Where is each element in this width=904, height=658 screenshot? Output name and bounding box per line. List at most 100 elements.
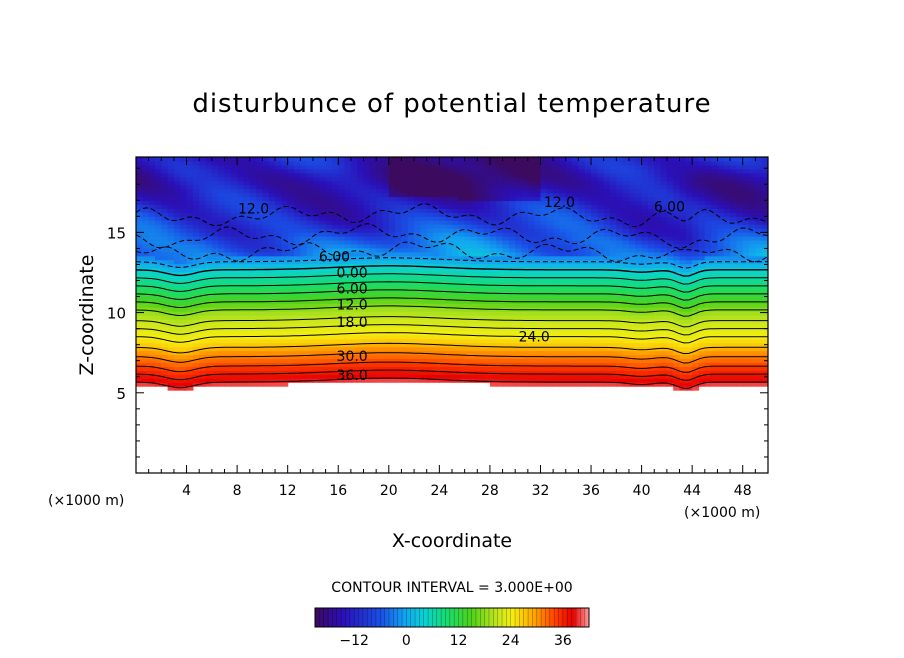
- field-cell: [369, 307, 377, 312]
- field-cell: [199, 176, 207, 182]
- field-cell: [199, 378, 207, 383]
- field-cell: [376, 164, 384, 170]
- field-cell: [496, 311, 504, 316]
- field-cell: [477, 263, 485, 269]
- field-cell: [148, 176, 156, 182]
- field-cell: [578, 362, 586, 367]
- field-cell: [666, 338, 674, 344]
- field-cell: [199, 287, 207, 292]
- field-cell: [673, 307, 681, 312]
- field-cell: [660, 378, 668, 383]
- field-cell: [199, 204, 207, 209]
- field-cell: [496, 263, 504, 269]
- field-cell: [268, 160, 276, 166]
- field-cell: [294, 236, 301, 241]
- field-cell: [161, 188, 169, 194]
- field-cell: [306, 204, 314, 209]
- field-cell: [622, 196, 630, 202]
- field-cell: [578, 318, 586, 324]
- field-cell: [357, 160, 365, 166]
- field-cell: [426, 184, 434, 190]
- field-cell: [553, 382, 561, 387]
- field-cell: [294, 196, 301, 202]
- field-cell: [610, 224, 617, 229]
- field-cell: [218, 216, 226, 221]
- field-cell: [363, 251, 371, 257]
- field-cell: [534, 342, 542, 348]
- field-cell: [496, 382, 504, 387]
- field-cell: [281, 251, 289, 257]
- field-cell: [331, 346, 339, 352]
- field-cell: [294, 358, 301, 363]
- field-cell: [597, 295, 605, 300]
- field-cell: [363, 283, 371, 288]
- field-cell: [287, 212, 295, 217]
- field-cell: [325, 212, 333, 217]
- field-cell: [534, 322, 542, 328]
- field-cell: [331, 168, 339, 174]
- field-cell: [496, 216, 504, 221]
- field-cell: [357, 283, 365, 288]
- field-cell: [243, 295, 251, 300]
- field-cell: [218, 243, 226, 249]
- field-cell: [660, 239, 668, 245]
- field-cell: [256, 192, 263, 198]
- field-cell: [369, 188, 377, 194]
- field-cell: [477, 287, 485, 292]
- field-cell: [622, 220, 630, 225]
- field-cell: [414, 180, 421, 186]
- field-cell: [357, 370, 365, 375]
- field-cell: [508, 164, 516, 170]
- field-cell: [388, 291, 396, 296]
- field-cell: [224, 232, 232, 237]
- field-cell: [154, 216, 162, 221]
- field-cell: [199, 232, 207, 237]
- field-cell: [414, 220, 421, 225]
- field-cell: [534, 374, 542, 379]
- field-cell: [616, 239, 624, 245]
- field-cell: [515, 196, 523, 202]
- field-cell: [584, 342, 592, 348]
- field-cell: [420, 338, 428, 344]
- field-cell: [464, 275, 472, 281]
- field-cell: [249, 318, 257, 324]
- field-cell: [515, 259, 523, 265]
- field-cell: [445, 176, 453, 182]
- field-cell: [154, 160, 162, 166]
- field-cell: [161, 362, 169, 367]
- field-cell: [376, 192, 384, 198]
- field-cell: [192, 236, 200, 241]
- field-cell: [534, 251, 542, 257]
- field-cell: [281, 370, 289, 375]
- field-cell: [287, 157, 295, 162]
- field-cell: [628, 192, 636, 198]
- field-cell: [312, 279, 320, 284]
- field-cell: [325, 204, 333, 209]
- field-cell: [452, 200, 459, 205]
- field-cell: [205, 160, 213, 166]
- field-cell: [628, 157, 636, 162]
- field-cell: [136, 236, 143, 241]
- field-cell: [148, 291, 156, 296]
- field-cell: [591, 330, 598, 336]
- field-cell: [306, 212, 314, 217]
- field-cell: [546, 212, 554, 217]
- field-cell: [572, 366, 579, 371]
- field-cell: [666, 315, 674, 320]
- field-cell: [325, 275, 333, 281]
- field-cell: [230, 263, 238, 269]
- field-cell: [407, 204, 415, 209]
- field-cell: [186, 287, 194, 292]
- field-cell: [243, 374, 251, 379]
- field-cell: [338, 303, 346, 308]
- field-cell: [344, 180, 352, 186]
- field-cell: [464, 200, 472, 205]
- field-cell: [331, 180, 339, 186]
- field-cell: [173, 338, 181, 344]
- field-cell: [489, 295, 497, 300]
- field-cell: [306, 374, 314, 379]
- field-cell: [142, 188, 150, 194]
- field-cell: [142, 362, 150, 367]
- field-cell: [224, 216, 232, 221]
- field-cell: [470, 330, 478, 336]
